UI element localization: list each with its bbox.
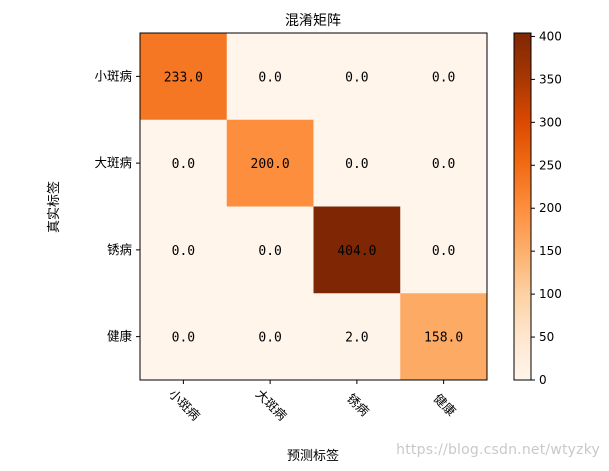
cell-value-label: 0.0	[345, 70, 368, 85]
cell-value-label: 158.0	[424, 331, 463, 346]
colorbar-tick-label: 350	[539, 72, 562, 86]
colorbar	[513, 32, 532, 381]
heatmap-cell	[140, 293, 228, 381]
x-axis-ticks: 小斑病 大斑病 锈病 健康	[166, 380, 459, 423]
colorbar-tick-label: 200	[539, 201, 562, 215]
cell-value-label: 0.0	[258, 244, 281, 259]
heatmap-cell	[226, 293, 314, 381]
x-tick-label: 健康	[431, 391, 460, 420]
heatmap-cells	[140, 33, 488, 381]
cell-value-label: 404.0	[337, 244, 376, 259]
colorbar-tick-label: 0	[539, 373, 547, 387]
cell-value-label: 2.0	[345, 331, 368, 346]
y-tick-label: 锈病	[107, 242, 132, 257]
colorbar-tick-label: 50	[539, 330, 554, 344]
heatmap-cell	[226, 33, 314, 121]
heatmap-cell	[313, 33, 401, 121]
plot-frame	[139, 32, 488, 381]
cell-value-label: 0.0	[258, 70, 281, 85]
y-axis-label: 真实标签	[46, 181, 62, 233]
cell-value-label: 0.0	[172, 157, 195, 172]
heatmap-cell	[400, 293, 488, 381]
heatmap-cell-labels: 233.0 0.0 0.0 0.0 0.0 200.0 0.0 0.0 0.0 0.0 404.0 0…	[164, 70, 463, 345]
heatmap-cell	[400, 33, 488, 121]
heatmap-cell	[140, 119, 228, 207]
cell-value-label: 233.0	[164, 70, 203, 85]
chart-title: 混淆矩阵	[285, 13, 341, 29]
colorbar-tick-label: 250	[539, 158, 562, 172]
x-axis-label: 预测标签	[287, 448, 339, 464]
cell-value-label: 200.0	[251, 157, 290, 172]
x-tick-label: 锈病	[344, 391, 372, 419]
heatmap-cell	[140, 33, 228, 121]
cell-value-label: 0.0	[432, 157, 455, 172]
cell-value-label: 0.0	[258, 331, 281, 346]
x-tick-label: 大斑病	[253, 386, 290, 423]
colorbar-ticks: 0 50 100 150 200 250 300 350 400	[531, 29, 562, 387]
heatmap-cell	[313, 206, 401, 294]
colorbar-tick-label: 400	[539, 29, 562, 43]
cell-value-label: 0.0	[172, 244, 195, 259]
heatmap-cell	[226, 119, 314, 207]
heatmap-cell	[140, 206, 228, 294]
heatmap-cell	[313, 293, 401, 381]
colorbar-tick-label: 300	[539, 115, 562, 129]
heatmap-cell	[313, 119, 401, 207]
cell-value-label: 0.0	[172, 331, 195, 346]
heatmap-cell	[400, 119, 488, 207]
y-tick-label: 健康	[107, 329, 133, 344]
cell-value-label: 0.0	[432, 70, 455, 85]
heatmap-cell	[226, 206, 314, 294]
cell-value-label: 0.0	[432, 244, 455, 259]
x-tick-label: 小斑病	[166, 386, 203, 423]
cell-value-label: 0.0	[345, 157, 368, 172]
colorbar-tick-label: 150	[539, 244, 562, 258]
y-tick-label: 小斑病	[94, 68, 132, 83]
colorbar-tick-label: 100	[539, 287, 562, 301]
watermark: https://blog.csdn.net/wtyzky	[396, 442, 600, 458]
heatmap-cell	[400, 206, 488, 294]
y-tick-label: 大斑病	[94, 155, 132, 170]
